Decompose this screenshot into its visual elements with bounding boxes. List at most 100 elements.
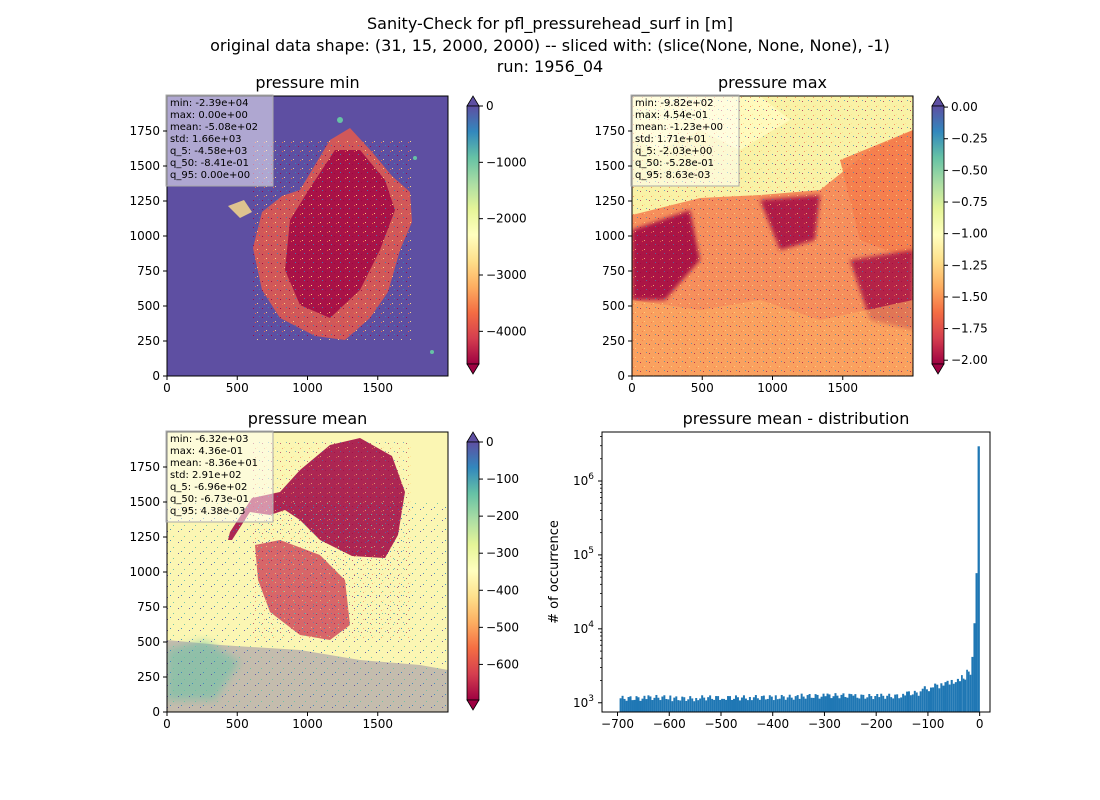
hist-xtick-label: −700 [601,717,634,731]
hist-bar [663,695,666,712]
map-max-ytick-label: 0 [617,369,625,383]
colorbar-min-tick-label: −2000 [486,212,527,226]
hist-bar [824,696,827,712]
hist-bar [909,695,912,712]
figure-title-line3: run: 1956_04 [497,57,603,77]
colorbar-min-tick-label: 0 [486,99,494,113]
colorbar-max-tick-label: −0.75 [951,195,988,209]
hist-bar [695,698,698,712]
hist-bar [834,693,837,712]
hist-bar [768,695,771,712]
hist-bar [691,698,694,712]
hist-bar [856,697,859,712]
map-mean-ytick-label: 500 [137,635,160,649]
stat-min-q50: q_50: -8.41e-01 [170,158,249,169]
hist-bar [619,698,622,712]
hist-bar [754,695,757,712]
map-mean-ytick-label: 1500 [129,495,160,509]
hist-bar [860,694,863,712]
hist-bar [705,700,708,712]
hist-bar [961,675,963,712]
hist-bar [848,693,851,712]
hist-bar [798,698,801,712]
hist-bar [900,697,903,712]
hist-xtick-label: −500 [705,717,738,731]
stat-max-std: std: 1.71e+01 [635,134,707,145]
hist-bar [967,671,970,712]
hist-bar [962,678,965,712]
hist-bar [711,698,714,712]
hist-bar [864,698,867,712]
colorbar-min: 0 −1000 −2000 −3000 −4000 [466,95,527,375]
stat-mean-mean: mean: -8.36e+01 [170,458,258,469]
hist-bar [721,698,724,712]
map-max-ytick-label: 1000 [594,229,625,243]
hist-bar [738,700,741,712]
hist-bar [625,700,628,712]
stat-max-max: max: 4.54e-01 [635,110,708,121]
hist-ytick-label: 106 [573,472,594,488]
hist-bar [832,696,835,712]
panel-pressure-min: pressure min min: -2.39e+04 max: 0.00e+0… [129,73,526,395]
hist-bar [932,687,935,712]
hist-bar [637,697,640,712]
stat-mean-min: min: -6.32e+03 [170,434,249,445]
colorbar-max-gradient [931,105,945,365]
hist-bar [742,695,745,712]
colorbar-mean-tick-label: −300 [486,546,519,560]
map-min-coastal-spot [228,200,252,218]
hist-bar [810,697,813,712]
hist-bar [836,695,839,712]
panel-mean-title: pressure mean [248,409,368,428]
colorbar-mean-extend-top [466,431,480,443]
colorbar-min-gradient [466,105,480,365]
map-min-xtick-label: 500 [226,381,249,395]
map-min-ytick-label: 1500 [129,159,160,173]
hist-bar [673,697,676,712]
hist-bar [898,698,901,712]
hist-bar [707,697,710,712]
colorbar-min-tick-label: −3000 [486,268,527,282]
hist-bar [697,700,700,712]
map-mean-stats-box: min: -6.32e+03 max: 4.36e-01 mean: -8.36… [165,430,274,523]
figure-title-line2: original data shape: (31, 15, 2000, 2000… [210,36,890,55]
panel-pressure-mean: pressure mean min: -6.32e+03 max: 4.36e-… [129,409,519,731]
hist-bar [778,698,781,712]
hist-bar [752,697,755,712]
hist-bar [715,696,718,712]
hist-bar [665,698,668,712]
colorbar-max-tick-label: −2.00 [951,353,988,367]
hist-bar [760,696,763,712]
hist-bar [874,696,877,712]
hist-bar [729,696,732,712]
hist-ytick-label: 105 [573,546,594,562]
hist-bar [659,700,662,712]
hist-bar [627,697,630,712]
hist-bar [685,700,688,712]
hist-ytick-label: 104 [573,620,594,636]
hist-bar [647,695,650,712]
hist-bar [902,693,905,712]
hist-bar [886,695,889,712]
hist-bar [942,685,945,712]
hist-bar [868,693,871,712]
hist-bar [641,698,644,712]
hist-bar [784,699,787,712]
hist-bar [762,695,765,712]
stat-min-mean: mean: -5.08e+02 [170,122,258,133]
colorbar-min-extend-top [466,95,480,107]
map-max-image [632,96,913,376]
hist-bar [816,694,819,712]
colorbar-mean-tick-label: 0 [486,435,494,449]
hist-bar [913,690,916,712]
hist-bar [764,699,767,712]
hist-frame [601,431,991,713]
map-mean-axis-ticks: 0 500 1000 1500 0 250 500 750 1000 1250 1500 1750 [129,460,393,731]
hist-bar [774,695,777,712]
hist-bar [830,698,833,712]
hist-bar [822,693,825,712]
hist-bar [782,696,785,712]
hist-bar [802,696,805,712]
colorbar-max-tick-label: −1.75 [951,322,988,336]
hist-bar [908,691,910,712]
